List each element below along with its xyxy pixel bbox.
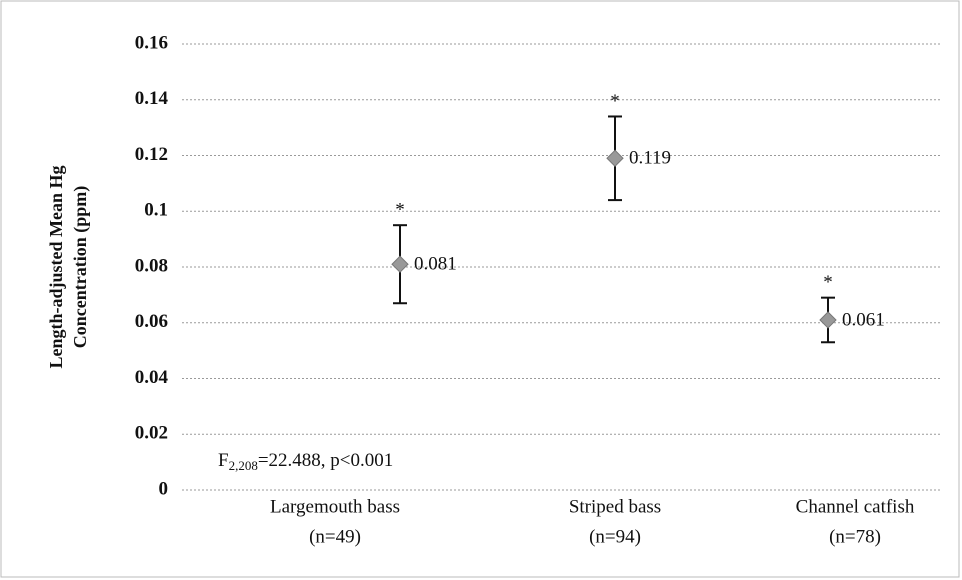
x-tick-label: Striped bass: [569, 496, 661, 517]
y-tick-label: 0.12: [135, 144, 168, 165]
x-tick-label: (n=49): [309, 526, 361, 547]
y-tick-label: 0: [159, 478, 169, 499]
significance: *: [823, 272, 833, 293]
point: [606, 149, 624, 167]
significance: *: [610, 91, 620, 112]
x-tick-label: (n=78): [829, 526, 881, 547]
y-axis-label: Concentration (ppm): [70, 186, 91, 349]
x-tick-label: (n=94): [589, 526, 641, 547]
x-tick-label: Largemouth bass: [270, 496, 400, 517]
y-tick-label: 0.02: [135, 423, 168, 444]
y-tick-label: 0.06: [135, 311, 168, 332]
point: [819, 311, 837, 329]
annotation-rest: =22.488, p<0.001: [258, 450, 393, 471]
y-tick-label: 0.16: [135, 32, 168, 53]
point: [391, 255, 409, 273]
y-tick-label: 0.1: [144, 200, 168, 221]
y-tick-label: 0.08: [135, 255, 168, 276]
y-axis-label: Length-adjusted Mean Hg: [46, 165, 66, 368]
y-tick-label: 0.14: [135, 88, 169, 109]
annotation-subscript: 2,208: [229, 458, 258, 473]
significance: *: [395, 200, 405, 221]
annotation: F2,208=22.488, p<0.001: [218, 450, 393, 473]
annotation-main: F: [218, 450, 229, 471]
value-label: 0.081: [414, 254, 457, 275]
value-label: 0.119: [629, 148, 671, 169]
x-tick-label: Channel catfish: [796, 496, 915, 517]
y-tick-label: 0.04: [135, 367, 169, 388]
value-label: 0.061: [842, 309, 885, 330]
